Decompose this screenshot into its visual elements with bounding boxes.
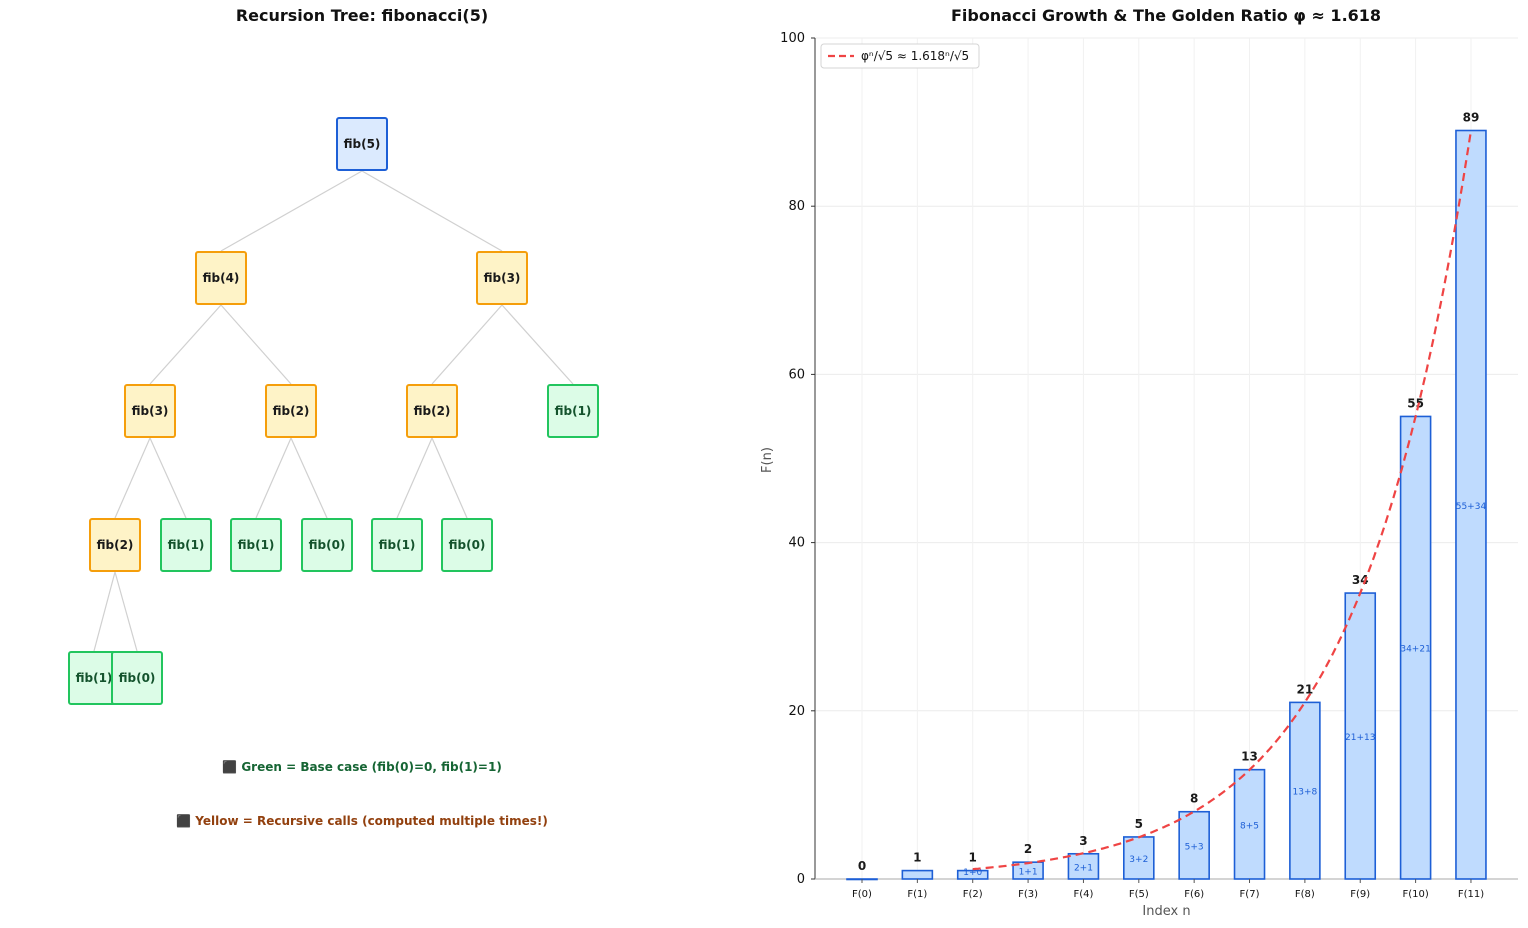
legend-label: φⁿ/√5 ≈ 1.618ⁿ/√5: [861, 49, 969, 63]
y-axis-label: F(n): [760, 447, 775, 473]
tree-node-root: fib(5): [336, 117, 388, 171]
bar-value-label: 13: [1241, 750, 1258, 764]
tree-node-base: fib(0): [441, 518, 493, 572]
tree-node-base: fib(1): [230, 518, 282, 572]
tree-node-base: fib(1): [160, 518, 212, 572]
y-tick-label: 20: [788, 704, 805, 719]
tree-edge: [431, 437, 468, 519]
chart-title: Fibonacci Growth & The Golden Ratio φ ≈ …: [950, 6, 1382, 25]
bar: [1178, 810, 1210, 880]
tree-edges: [93, 170, 574, 652]
tree-node-rec: fib(2): [265, 384, 317, 438]
x-tick-label: F(8): [1295, 889, 1315, 900]
x-tick-label: F(4): [1073, 889, 1093, 900]
bar: [846, 878, 878, 881]
tree-edge: [114, 437, 151, 519]
bar-sum-label: 3+2: [1129, 855, 1148, 865]
tree-node-rec: fib(2): [89, 518, 141, 572]
x-tick-label: F(11): [1458, 889, 1484, 900]
y-tick-label: 40: [788, 536, 805, 551]
tree-edge: [431, 304, 503, 385]
tree-edge: [220, 304, 292, 385]
bar: [1233, 768, 1266, 880]
bar: [956, 869, 989, 880]
tree-edge: [114, 571, 138, 652]
bar: [1012, 861, 1044, 880]
bar-sum-label: 1+0: [963, 868, 982, 878]
bar-value-label: 0: [858, 859, 866, 873]
y-tick-label: 60: [788, 367, 805, 382]
x-tick-label: F(10): [1402, 889, 1428, 900]
bar: [1344, 592, 1377, 880]
tree-node-base: fib(1): [547, 384, 599, 438]
chart-legend: φⁿ/√5 ≈ 1.618ⁿ/√5: [820, 43, 980, 69]
tree-edge: [396, 437, 433, 519]
bar-value-label: 55: [1407, 396, 1424, 410]
tree-node-rec: fib(2): [406, 384, 458, 438]
tree-edge: [149, 437, 187, 519]
tree-edge: [361, 170, 503, 252]
legend-box: [820, 43, 980, 69]
x-tick-label: F(3): [1018, 889, 1038, 900]
y-tick-label: 100: [780, 31, 805, 46]
legend-recursive-calls: ⬛ Yellow = Recursive calls (computed mul…: [176, 814, 548, 828]
bar-value-label: 5: [1135, 817, 1143, 831]
bar-value-label: 34: [1352, 573, 1369, 587]
tree-edge: [149, 304, 222, 385]
tree-edge: [93, 571, 116, 652]
y-tick-label: 0: [797, 872, 805, 887]
tree-edge: [220, 170, 363, 252]
bar-sum-label: 55+34: [1456, 502, 1487, 512]
tree-node-base: fib(0): [111, 651, 163, 705]
tree-node-rec: fib(3): [476, 251, 528, 305]
bar-sum-label: 8+5: [1240, 821, 1259, 831]
bar: [1067, 852, 1100, 880]
tree-node-base: fib(0): [301, 518, 353, 572]
tree-edge: [501, 304, 574, 385]
tree-title: Recursion Tree: fibonacci(5): [235, 6, 489, 25]
x-tick-label: F(5): [1129, 889, 1149, 900]
x-axis-label: Index n: [1142, 904, 1190, 919]
tree-edge: [290, 437, 328, 519]
golden-ratio-line: [972, 130, 1473, 871]
legend-base-case: ⬛ Green = Base case (fib(0)=0, fib(1)=1): [222, 760, 502, 774]
bar-value-label: 21: [1297, 682, 1314, 696]
bar-value-label: 89: [1463, 111, 1480, 125]
tree-node-rec: fib(3): [124, 384, 176, 438]
bar-sum-label: 2+1: [1074, 863, 1093, 873]
bar: [1455, 129, 1487, 880]
tree-node-rec: fib(4): [195, 251, 247, 305]
x-tick-label: F(0): [852, 889, 872, 900]
y-tick-label: 80: [788, 199, 805, 214]
tree-edge: [255, 437, 292, 519]
bar-sum-label: 21+13: [1345, 733, 1375, 743]
x-tick-label: F(2): [963, 889, 983, 900]
bar-value-label: 1: [913, 851, 921, 865]
bar: [901, 869, 934, 880]
x-tick-label: F(1): [907, 889, 927, 900]
bar: [1123, 836, 1155, 880]
bar: [1399, 415, 1432, 880]
bar-value-label: 3: [1079, 834, 1087, 848]
x-tick-label: F(9): [1350, 889, 1370, 900]
bar-value-label: 2: [1024, 842, 1032, 856]
bar-value-label: 8: [1190, 792, 1198, 806]
bar: [1289, 701, 1321, 880]
bar-sum-label: 13+8: [1293, 788, 1318, 798]
x-tick-label: F(7): [1240, 889, 1260, 900]
bar-sum-label: 1+1: [1019, 868, 1038, 878]
x-tick-label: F(6): [1184, 889, 1204, 900]
bar-sum-label: 34+21: [1400, 645, 1430, 655]
bar-value-label: 1: [969, 851, 977, 865]
tree-node-base: fib(1): [371, 518, 423, 572]
bar-sum-label: 5+3: [1185, 842, 1204, 852]
